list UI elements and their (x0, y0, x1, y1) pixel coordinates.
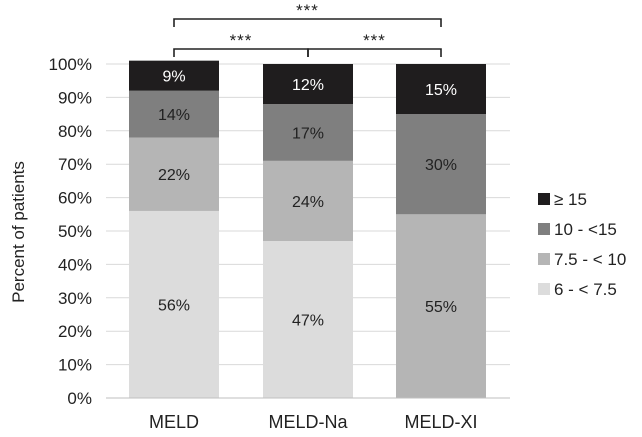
bar-segment (396, 214, 486, 398)
data-label: 12% (292, 77, 324, 94)
legend-swatch (538, 283, 550, 295)
data-label: 56% (158, 297, 190, 314)
significance-bracket (173, 18, 442, 27)
y-tick-label: 80% (58, 122, 92, 141)
significance-label: *** (363, 31, 386, 50)
legend-swatch (538, 193, 550, 205)
y-axis-label: Percent of patients (9, 161, 28, 303)
y-tick-label: 100% (49, 55, 92, 74)
data-label: 30% (425, 157, 457, 174)
y-tick-label: 70% (58, 155, 92, 174)
bar-segment (129, 90, 219, 138)
data-label: 47% (292, 313, 324, 330)
data-label: 24% (292, 194, 324, 211)
bar-segment (396, 114, 486, 215)
legend-swatch (538, 253, 550, 265)
y-axis: 0% 10% 20% 30% 40% 50% 60% 70% 80% 90% 100% (49, 55, 92, 408)
legend-label: ≥ 15 (554, 190, 587, 209)
bars-group: 56% 22% 14% 9% 47% 24% 17% 12% 55% 30% 15% (129, 60, 486, 398)
bar-segment (396, 64, 486, 115)
bar-segment (263, 160, 353, 242)
x-tick-label: MELD-XI (404, 412, 477, 432)
y-tick-label: 60% (58, 189, 92, 208)
significance-label: *** (296, 1, 319, 20)
data-label: 55% (425, 299, 457, 316)
data-label: 14% (158, 107, 190, 124)
legend-label: 7.5 - < 10 (554, 250, 626, 269)
y-tick-label: 10% (58, 356, 92, 375)
bar-segment (263, 64, 353, 105)
x-tick-label: MELD (149, 412, 199, 432)
bar-segment (129, 137, 219, 211)
y-tick-label: 90% (58, 88, 92, 107)
x-tick-label: MELD-Na (268, 412, 348, 432)
bar-segment (263, 104, 353, 161)
significance-label: *** (230, 31, 253, 50)
bar-segment (129, 210, 219, 398)
significance-annotations: *** *** *** (173, 1, 442, 57)
bar-segment (263, 241, 353, 398)
x-axis: MELD MELD-Na MELD-XI (106, 397, 510, 432)
y-tick-label: 30% (58, 289, 92, 308)
significance-bracket (173, 48, 309, 57)
legend: ≥ 15 10 - <15 7.5 - < 10 6 - < 7.5 (538, 190, 626, 299)
significance-bracket (307, 48, 442, 57)
y-tick-label: 40% (58, 255, 92, 274)
y-tick-label: 20% (58, 322, 92, 341)
y-tick-label: 50% (58, 222, 92, 241)
y-tick-label: 0% (67, 389, 92, 408)
data-label: 17% (292, 125, 324, 142)
legend-swatch (538, 223, 550, 235)
data-label: 9% (162, 69, 185, 86)
legend-label: 6 - < 7.5 (554, 280, 617, 299)
bar-segment (129, 60, 219, 91)
data-label: 22% (158, 167, 190, 184)
legend-label: 10 - <15 (554, 220, 617, 239)
data-label: 15% (425, 82, 457, 99)
